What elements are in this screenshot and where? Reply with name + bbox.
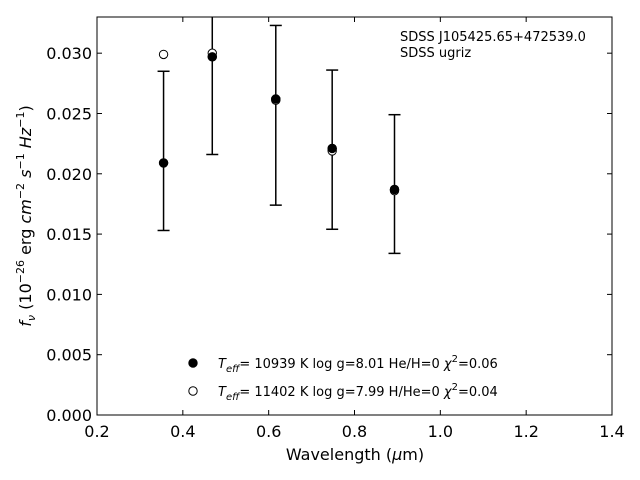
legend-marker (188, 358, 198, 368)
y-tick-label: 0.005 (46, 346, 92, 365)
x-tick-label: 0.8 (342, 422, 367, 441)
y-tick-label: 0.015 (46, 225, 92, 244)
plot-frame (96, 16, 613, 416)
model-point-filled (158, 158, 169, 168)
annotation-filters: SDSS ugriz (400, 46, 471, 61)
x-axis-label: Wavelength (μm) (286, 445, 424, 464)
data-markers (158, 48, 400, 196)
annotation-object-name: SDSS J105425.65+472539.0 (400, 30, 586, 45)
legend-marker (188, 386, 198, 396)
error-bars (157, 17, 401, 255)
x-tick-label: 0.4 (170, 422, 195, 441)
y-tick-label: 0.010 (46, 285, 92, 304)
model-point-filled (207, 52, 217, 62)
legend-entry: Teff= 11402 K log g=7.99 H/He=0 χ2=0.04 (218, 382, 498, 403)
model-point-filled (389, 184, 400, 195)
model-point-open (158, 49, 169, 60)
legend-entry: Teff= 10939 K log g=8.01 He/H=0 χ2=0.06 (218, 354, 498, 375)
x-tick-label: 1.2 (513, 422, 538, 441)
model-point-filled (271, 94, 281, 104)
y-tick-label: 0.020 (46, 165, 92, 184)
legend: Teff= 10939 K log g=8.01 He/H=0 χ2=0.06 T… (188, 354, 498, 403)
y-axis-label: fν (10−26 erg cm−2 s−1 Hz−1) (14, 105, 38, 326)
y-tick-label: 0.025 (46, 104, 92, 123)
x-tick-label: 1.0 (428, 422, 453, 441)
axis-ticks: 0.2 0.4 0.6 0.8 1.0 1.2 1.4 0.000 0.005 0.010 0.01… (46, 17, 625, 441)
y-tick-label: 0.000 (46, 406, 92, 425)
model-point-filled (327, 143, 337, 154)
x-tick-label: 0.2 (84, 422, 109, 441)
x-tick-label: 0.6 (256, 422, 281, 441)
y-tick-label: 0.030 (46, 44, 92, 63)
x-tick-label: 1.4 (599, 422, 624, 441)
